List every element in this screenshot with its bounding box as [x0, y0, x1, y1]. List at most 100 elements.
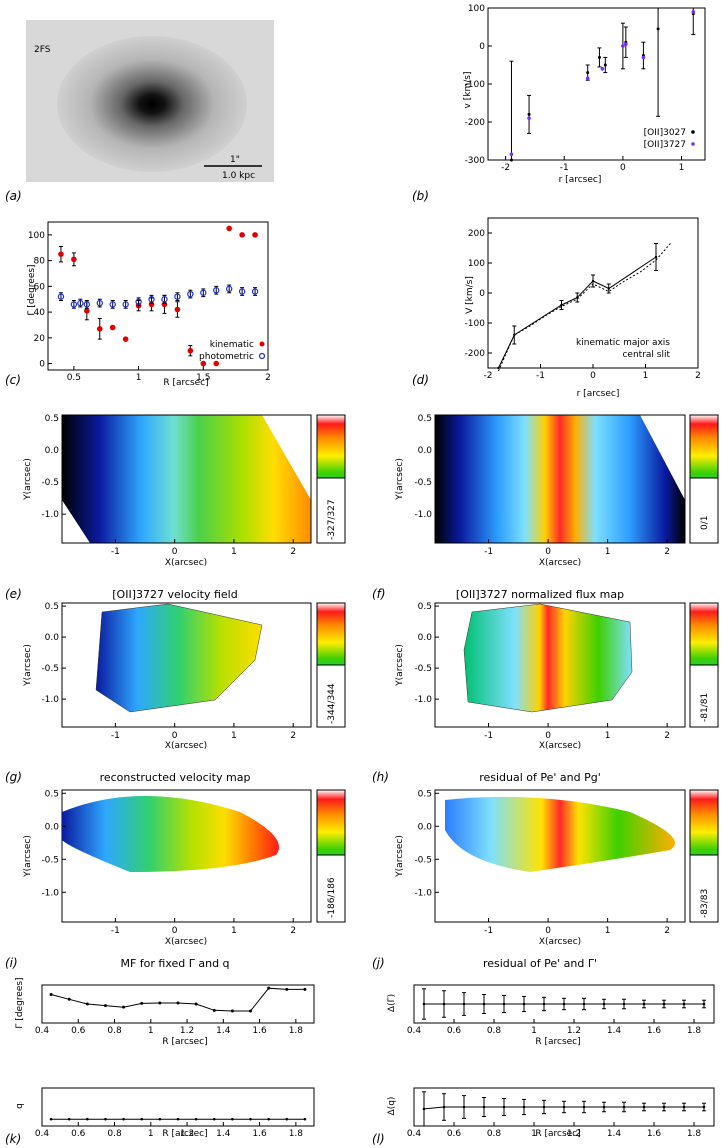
panel-k-series-0-point-9 [212, 1117, 216, 1121]
panel-k-series-0-point-10 [231, 1117, 234, 1121]
panel-f-map-ytick-label-1: 0.0 [418, 446, 433, 456]
panel-g-axes [61, 602, 312, 728]
panel-g-xlabel: X(arcsec) [165, 741, 207, 751]
panel-j-series-0-point-0 [422, 1002, 426, 1006]
panel-j-map-xtick-label-1: 0 [545, 926, 551, 936]
panel-f-colorbar-label: 0/1 [700, 516, 710, 530]
panel-e-map-ytick-label-3: -1.0 [41, 510, 59, 520]
panel-j-plot-frame [413, 984, 715, 1024]
panel-j-xtick-label-6: 1.6 [647, 1026, 662, 1036]
panel-k-series-0-point-4 [122, 1117, 125, 1121]
panel-k-xtick-label-0: 0.4 [35, 1129, 50, 1139]
panel-c-series-0-point-13 [226, 225, 232, 232]
panel-g-ylabel: Y(arcsec) [23, 644, 33, 687]
panel-c-plot-frame [47, 221, 269, 371]
panel-i-series-0-point-0 [49, 993, 53, 996]
panel-f-xlabel: X(arcsec) [539, 558, 581, 568]
panel-g: -344/344 (g) reconstructed velocity map [5, 602, 346, 784]
panel-letter-e: (e) [5, 587, 22, 601]
panel-k-profile-xlabel: R [arcsec] [162, 1129, 207, 1139]
panel-i-series-0-point-11 [249, 1009, 253, 1013]
panel-c-series-0-point-4 [109, 324, 116, 331]
panel-i-axes [61, 789, 312, 923]
panel-e-ylabel: Y(arcsec) [23, 458, 33, 501]
panel-i-profile-xlabel: R [arcsec] [162, 1037, 207, 1047]
panel-b-series-1-point-6 [641, 55, 646, 60]
panel-j-axes [434, 789, 686, 923]
panel-i-series-0-point-13 [285, 987, 289, 991]
panel-c-series-1-point-2 [77, 299, 84, 307]
panel-d-ytick-label-0: -200 [465, 349, 486, 359]
panel-k-xtick-label-1: 0.6 [71, 1129, 86, 1139]
panel-i-model-map [62, 796, 280, 872]
panel-i-map-xtick-label-0: -1 [111, 926, 120, 936]
panel-c-series-0-point-0 [58, 251, 64, 257]
panel-h-map-ytick-label-3: -1.0 [414, 695, 432, 705]
panel-j-map-ytick-label-0: 0.5 [418, 789, 432, 799]
panel-e-map-ytick-label-1: 0.0 [45, 446, 60, 456]
panel-l-xtick-label-6: 1.6 [647, 1129, 662, 1139]
panel-i-xtick-label-2: 0.8 [107, 1026, 122, 1036]
panel-i-map-ytick-label-3: -1.0 [41, 888, 59, 898]
panel-b-series-0-point-2 [586, 71, 590, 75]
panel-g-map-xtick-label-2: 1 [231, 731, 237, 741]
panel-f-title: [OII]3727 normalized flux map [456, 588, 624, 601]
panel-k-series-0-point-0 [49, 1117, 53, 1121]
panel-h-map-xtick-label-2: 1 [605, 731, 611, 741]
panel-f-map-xtick-label-2: 1 [605, 547, 611, 557]
panel-k-xtick-label-3: 1 [148, 1129, 154, 1139]
panel-j-map-xtick-label-0: -1 [484, 926, 493, 936]
panel-b-series-0-point-1 [527, 112, 531, 116]
panel-j-series-0-point-1 [442, 1002, 446, 1006]
panel-d: (d) V [km/s] r [arcsec] kinematic major … [412, 217, 701, 399]
panel-e-map-xtick-label-0: -1 [111, 547, 120, 557]
panel-j-xtick-label-7: 1.8 [687, 1026, 702, 1036]
panel-j-map-xtick-label-2: 1 [605, 926, 611, 936]
panel-k-profile-ylabel: q [15, 1103, 25, 1109]
panel-j-series-0-point-2 [462, 1002, 466, 1006]
panel-c-series-1-point-11 [187, 290, 194, 298]
panel-letter-j: (j) [372, 956, 385, 970]
panel-d-ytick-label-3: 100 [468, 259, 485, 269]
panel-b-xtick-label-3: 1 [679, 163, 685, 173]
panel-g-map-ytick-label-1: 0.0 [45, 633, 60, 643]
panel-b-xtick-label-1: -1 [560, 163, 569, 173]
panel-i-profile: Γ [degrees] R [arcsec] 0.4 0.6 0.8 1 1.2 1.4 1… [15, 977, 315, 1047]
panel-letter-g: (g) [5, 770, 22, 784]
panel-h-title: residual of Pe' and Pg' [479, 771, 601, 784]
panel-j-series-0-point-9 [602, 1002, 606, 1006]
panel-i-map-xtick-label-3: 2 [290, 926, 296, 936]
panel-b-series-0-point-4 [603, 63, 607, 67]
panel-c-legend-marker-0 [259, 341, 265, 347]
panel-i-series-0-point-8 [194, 1002, 198, 1006]
panel-c-series-1-point-5 [109, 301, 116, 308]
panel-j-map-ytick-label-3: -1.0 [414, 888, 432, 898]
panel-k-series-0-point-7 [176, 1117, 180, 1121]
panel-d-xtick-label-3: 1 [643, 371, 649, 381]
panel-j-series-0-point-11 [642, 1002, 646, 1006]
panel-c-series-1-point-1 [70, 301, 78, 308]
panel-g-colorbar-label: -344/344 [327, 683, 337, 724]
panel-b-series-1-point-3 [600, 67, 605, 71]
panel-k-series-0-point-6 [158, 1117, 162, 1121]
map-axis-labels: X(arcsec) Y(arcsec) X(arcsec) Y(arcsec) … [23, 458, 581, 947]
panel-j-xtick-label-2: 0.8 [487, 1026, 502, 1036]
panel-letter-f: (f) [372, 587, 386, 601]
panel-l-series-0-point-12 [662, 1105, 666, 1109]
panel-c-series-0-point-10 [187, 347, 194, 354]
panel-j-series-0-point-3 [482, 1002, 486, 1006]
panel-b-series-1-point-2 [585, 76, 590, 81]
panel-j-title: residual of Pe' and Γ' [483, 957, 597, 970]
panel-h-map-xtick-label-0: -1 [484, 731, 493, 741]
panel-j-series-0-point-13 [682, 1002, 686, 1006]
panel-b-xtick-label-2: 0 [620, 163, 626, 173]
panel-e: -327/327 (e) [OII]3727 velocity field [5, 414, 346, 601]
panel-b-legend-marker-0 [691, 130, 695, 134]
panel-b-legend-0: [OII]3027 [644, 128, 686, 138]
panel-f-map-ytick-label-0: 0.5 [418, 414, 432, 424]
scale-bar-arcsec: 1" [230, 155, 240, 165]
panel-c-xlabel: R [arcsec] [163, 378, 208, 388]
panel-c-ytick-label-2: 40 [34, 308, 46, 318]
panel-i-series-0-point-1 [67, 997, 71, 1001]
